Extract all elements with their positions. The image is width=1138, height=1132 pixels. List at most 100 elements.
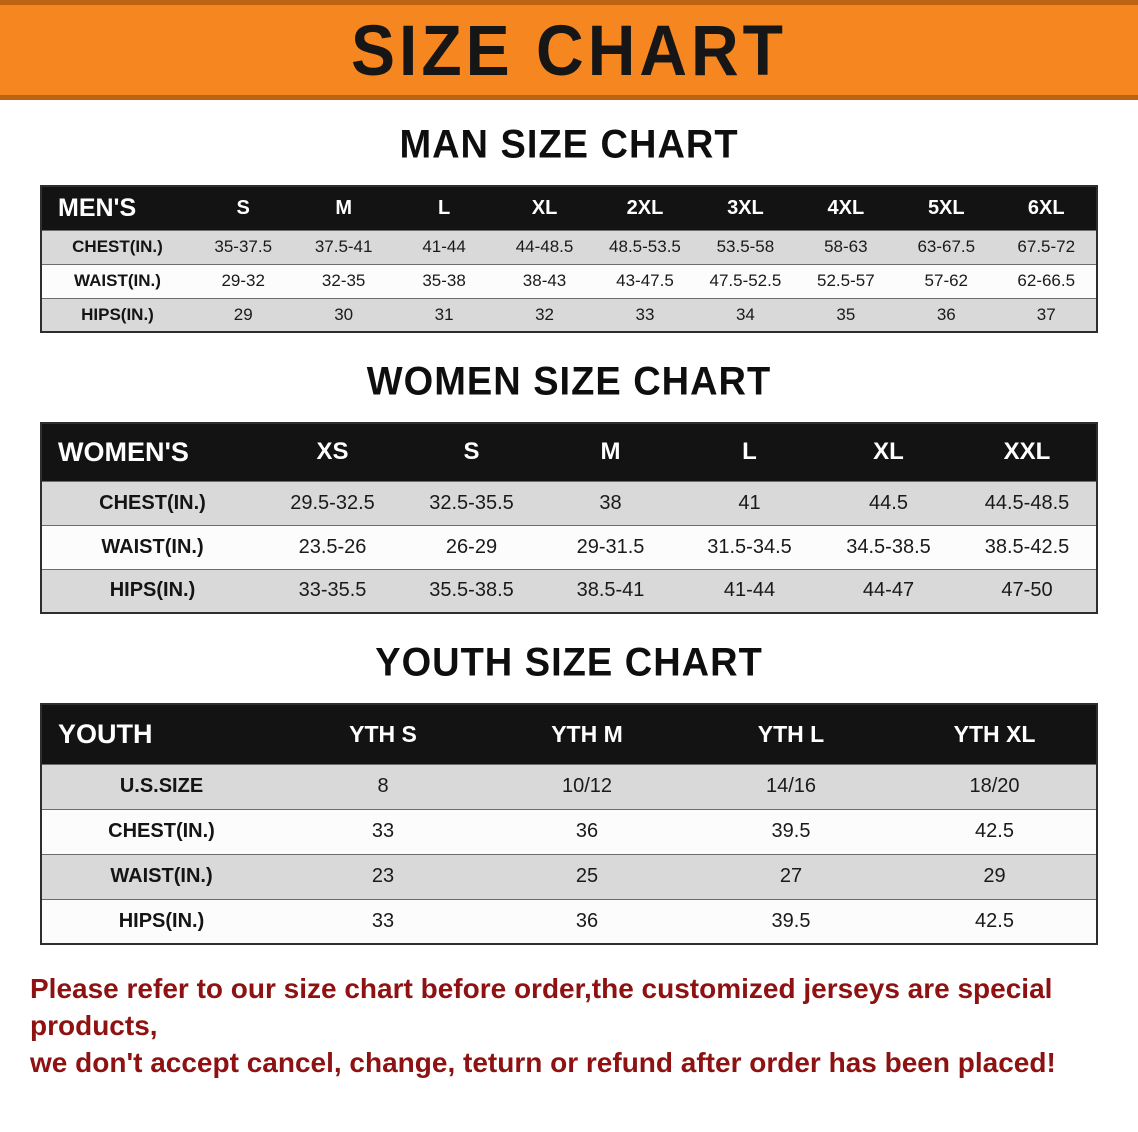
- men-row-label-cell: HIPS(IN.): [81, 304, 154, 324]
- women-value-cell: 29.5-32.5: [290, 491, 375, 514]
- women-value-cell: 44.5-48.5: [984, 491, 1070, 514]
- youth-size-header-cell: YTH M: [485, 704, 689, 764]
- men-size-header-cell: S: [193, 186, 294, 230]
- men-size-header-cell: 5XL: [896, 186, 997, 230]
- footer-note-line2: we don't accept cancel, change, teturn o…: [30, 1046, 1056, 1078]
- youth-table-title-cell: YOUTH: [41, 704, 281, 764]
- men-value-cell: 41-44: [422, 237, 466, 256]
- youth-value-cell: 39.5: [771, 909, 811, 932]
- youth-table-row: HIPS(IN.) 33 36 39.5 42.5: [41, 899, 1097, 944]
- youth-section-heading: YOUTH SIZE CHART: [375, 640, 763, 686]
- men-size-header-cell: XL: [494, 186, 595, 230]
- women-value-cell: 32.5-35.5: [429, 491, 514, 514]
- women-table-title-cell: WOMEN'S: [41, 423, 263, 481]
- youth-row-label-cell: WAIST(IN.): [110, 865, 213, 887]
- men-value-cell: 35-38: [422, 271, 466, 290]
- men-value-cell: 52.5-57: [817, 271, 875, 290]
- men-table-wrap: MEN'S S M L XL 2XL 3XL 4XL 5XL 6XL CHEST(IN.) 35-37…: [0, 185, 1138, 333]
- men-value-cell: 63-67.5: [917, 237, 976, 256]
- women-size-header-cell: L: [680, 423, 819, 481]
- women-section-heading: WOMEN SIZE CHART: [366, 359, 772, 405]
- men-row-label-cell: CHEST(IN.): [72, 237, 163, 256]
- men-size-header-cell: M: [293, 186, 394, 230]
- youth-table-wrap: YOUTH YTH S YTH M YTH L YTH XL U.S.SIZE 8 10/12…: [0, 703, 1138, 945]
- youth-value-cell: 33: [371, 820, 395, 842]
- men-value-cell: 57-62: [924, 271, 969, 290]
- women-value-cell: 41: [738, 491, 761, 514]
- youth-value-cell: 42.5: [975, 909, 1014, 932]
- women-value-cell: 29-31.5: [576, 535, 645, 558]
- men-header-row: MEN'S S M L XL 2XL 3XL 4XL 5XL 6XL: [41, 186, 1097, 230]
- men-value-cell: 31: [434, 304, 454, 324]
- men-value-cell: 32: [535, 304, 554, 324]
- women-table-wrap: WOMEN'S XS S M L XL XXL CHEST(IN.) 29.5-32.5 32.5…: [0, 422, 1138, 614]
- youth-value-cell: 10/12: [561, 775, 613, 797]
- men-size-header-cell: L: [393, 186, 495, 230]
- youth-value-cell: 27: [779, 865, 803, 887]
- banner: SIZE CHART: [0, 0, 1138, 100]
- men-size-header-cell: 3XL: [695, 186, 796, 230]
- men-value-cell: 43-47.5: [616, 271, 674, 290]
- men-value-cell: 62-66.5: [1017, 271, 1076, 290]
- women-size-header-cell: XS: [263, 423, 402, 481]
- women-row-label-cell: HIPS(IN.): [109, 579, 196, 602]
- men-size-header-cell: 4XL: [795, 186, 897, 230]
- youth-row-label-cell: U.S.SIZE: [119, 775, 204, 797]
- women-size-header-cell: M: [541, 423, 680, 481]
- youth-value-cell: 39.5: [771, 820, 811, 842]
- women-table-row: HIPS(IN.) 33-35.5 35.5-38.5 38.5-41 41-44 44-…: [41, 569, 1097, 613]
- men-value-cell: 58-63: [824, 237, 868, 256]
- women-size-table: WOMEN'S XS S M L XL XXL CHEST(IN.) 29.5-32.5 32.5…: [40, 422, 1098, 614]
- women-value-cell: 23.5-26: [298, 535, 367, 558]
- women-value-cell: 38.5-42.5: [984, 535, 1070, 558]
- men-value-cell: 67.5-72: [1017, 237, 1076, 256]
- men-value-cell: 47.5-52.5: [709, 271, 782, 290]
- men-value-cell: 35-37.5: [214, 237, 273, 256]
- youth-size-table: YOUTH YTH S YTH M YTH L YTH XL U.S.SIZE 8 10/12…: [40, 703, 1098, 945]
- men-value-cell: 32-35: [321, 271, 366, 290]
- men-value-cell: 53.5-58: [716, 237, 775, 256]
- women-size-header-cell: S: [402, 423, 541, 481]
- men-value-cell: 34: [735, 304, 755, 324]
- women-value-cell: 38.5-41: [576, 579, 645, 602]
- men-table-row: HIPS(IN.) 29 30 31 32 33 34 35 36 37: [41, 298, 1097, 332]
- youth-size-header-cell: YTH XL: [893, 704, 1097, 764]
- youth-value-cell: 25: [575, 865, 599, 887]
- youth-value-cell: 36: [575, 820, 599, 842]
- youth-size-header-cell: YTH L: [689, 704, 893, 764]
- women-value-cell: 44-47: [862, 579, 915, 602]
- men-value-cell: 29: [233, 304, 253, 324]
- men-row-label-cell: WAIST(IN.): [74, 271, 161, 290]
- women-header-row: WOMEN'S XS S M L XL XXL: [41, 423, 1097, 481]
- women-value-cell: 41-44: [723, 579, 776, 602]
- youth-size-header-cell: YTH S: [281, 704, 485, 764]
- women-value-cell: 47-50: [1001, 579, 1053, 602]
- women-size-header-cell: XXL: [958, 423, 1097, 481]
- youth-row-label-cell: HIPS(IN.): [118, 909, 205, 932]
- men-value-cell: 48.5-53.5: [609, 237, 681, 256]
- men-value-cell: 37.5-41: [314, 237, 373, 256]
- youth-table-row: WAIST(IN.) 23 25 27 29: [41, 854, 1097, 899]
- youth-value-cell: 23: [371, 865, 395, 887]
- men-table-title-cell: MEN'S: [41, 186, 193, 230]
- footer-note-line1: Please refer to our size chart before or…: [30, 973, 1053, 1041]
- youth-value-cell: 18/20: [969, 775, 1020, 797]
- youth-table-row: CHEST(IN.) 33 36 39.5 42.5: [41, 809, 1097, 854]
- page-title: SIZE CHART: [351, 10, 787, 90]
- footer-note: Please refer to our size chart before or…: [0, 945, 1138, 1106]
- women-value-cell: 35.5-38.5: [429, 579, 514, 602]
- men-value-cell: 33: [635, 304, 655, 324]
- youth-value-cell: 29: [983, 865, 1006, 887]
- youth-header-row: YOUTH YTH S YTH M YTH L YTH XL: [41, 704, 1097, 764]
- women-row-label-cell: WAIST(IN.): [101, 535, 204, 558]
- men-value-cell: 44-48.5: [515, 237, 574, 256]
- women-row-label-cell: CHEST(IN.): [99, 491, 206, 514]
- men-value-cell: 38-43: [522, 271, 567, 290]
- women-value-cell: 38: [599, 491, 622, 514]
- youth-value-cell: 33: [371, 909, 395, 932]
- women-value-cell: 44.5: [869, 491, 908, 514]
- women-value-cell: 34.5-38.5: [846, 535, 931, 558]
- men-size-section: MAN SIZE CHART MEN'S S M L XL 2XL 3XL 4XL 5XL 6XL…: [0, 123, 1138, 333]
- men-value-cell: 29-32: [221, 271, 265, 290]
